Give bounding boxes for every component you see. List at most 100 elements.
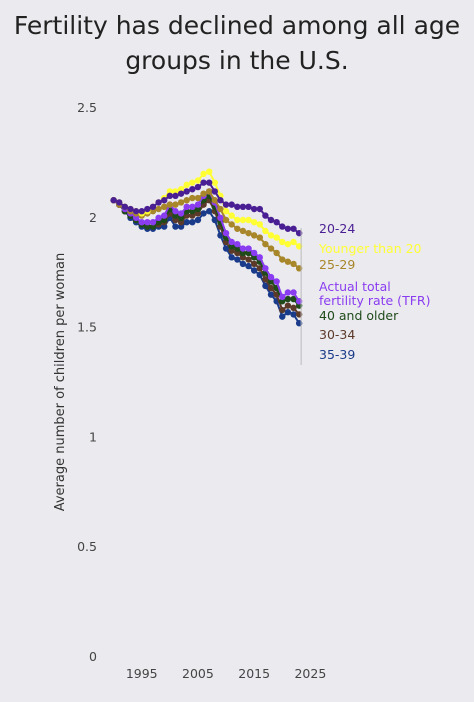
data-point bbox=[262, 227, 269, 235]
data-point bbox=[228, 212, 235, 219]
data-point bbox=[161, 223, 168, 230]
y-tick-label: 0.5 bbox=[77, 539, 97, 554]
data-point bbox=[205, 188, 213, 195]
data-point bbox=[217, 197, 224, 204]
series-label: 40 and older bbox=[319, 308, 399, 323]
data-point bbox=[132, 214, 140, 221]
data-point bbox=[177, 223, 185, 230]
data-point bbox=[250, 254, 258, 261]
data-point bbox=[161, 197, 168, 204]
series-lines bbox=[110, 168, 303, 327]
series-label-cont: fertility rate (TFR) bbox=[319, 293, 430, 308]
data-point bbox=[245, 249, 252, 257]
data-point bbox=[194, 216, 202, 224]
data-point bbox=[177, 199, 185, 206]
data-point bbox=[239, 227, 247, 235]
series-20-24 bbox=[110, 179, 303, 237]
data-point bbox=[183, 218, 190, 226]
y-tick-label: 0 bbox=[89, 649, 97, 664]
data-point bbox=[256, 221, 263, 228]
data-point bbox=[172, 208, 179, 215]
data-point bbox=[172, 192, 179, 200]
data-point bbox=[279, 306, 286, 314]
data-point bbox=[284, 289, 292, 296]
data-point bbox=[267, 284, 275, 292]
data-point bbox=[155, 199, 162, 206]
data-point bbox=[262, 282, 269, 290]
data-point bbox=[267, 232, 275, 239]
data-point bbox=[189, 179, 196, 186]
data-point bbox=[228, 238, 235, 246]
data-point bbox=[239, 203, 247, 211]
data-point bbox=[290, 304, 297, 312]
data-point bbox=[267, 216, 275, 224]
data-point bbox=[189, 186, 196, 193]
data-point bbox=[110, 197, 117, 204]
data-point bbox=[245, 216, 252, 224]
data-point bbox=[194, 205, 202, 213]
data-point bbox=[245, 256, 252, 263]
data-point bbox=[200, 210, 207, 217]
series-label: 30-34 bbox=[319, 327, 355, 342]
series-label: 20-24 bbox=[319, 221, 355, 236]
data-point bbox=[205, 179, 213, 186]
data-point bbox=[211, 188, 219, 195]
y-tick-label: 1 bbox=[89, 429, 97, 444]
series-label: 25-29 bbox=[319, 257, 355, 272]
data-point bbox=[177, 210, 185, 217]
chart-title: Fertility has declined among all age gro… bbox=[13, 11, 461, 75]
data-point bbox=[172, 212, 179, 219]
data-point bbox=[250, 260, 258, 268]
data-point bbox=[166, 192, 174, 200]
data-point bbox=[228, 221, 235, 228]
y-tick-label: 1.5 bbox=[77, 320, 97, 335]
data-point bbox=[222, 216, 230, 224]
data-point bbox=[189, 218, 196, 226]
data-point bbox=[194, 183, 202, 191]
data-point bbox=[138, 218, 145, 226]
data-point bbox=[262, 265, 269, 272]
data-point bbox=[273, 218, 280, 226]
data-point bbox=[279, 238, 286, 246]
data-point bbox=[144, 205, 151, 213]
data-point bbox=[189, 194, 196, 202]
data-point bbox=[262, 276, 269, 283]
data-point bbox=[290, 289, 297, 296]
data-point bbox=[250, 267, 258, 274]
data-point bbox=[262, 240, 269, 248]
data-point bbox=[256, 234, 263, 241]
data-point bbox=[250, 218, 258, 226]
data-point bbox=[239, 260, 247, 268]
y-axis-label: Average number of children per woman bbox=[53, 253, 68, 512]
series-label: 35-39 bbox=[319, 347, 355, 362]
x-tick-label: 1995 bbox=[126, 666, 158, 681]
data-point bbox=[256, 254, 263, 261]
data-point bbox=[290, 295, 297, 303]
data-point bbox=[161, 212, 168, 219]
data-point bbox=[200, 190, 207, 197]
data-point bbox=[284, 309, 292, 316]
data-point bbox=[267, 291, 275, 298]
data-point bbox=[245, 229, 252, 237]
series-label: Younger than 20 bbox=[318, 241, 422, 256]
data-point bbox=[211, 179, 219, 186]
series-label: Actual total bbox=[319, 279, 391, 294]
data-point bbox=[217, 205, 224, 213]
data-point bbox=[177, 190, 185, 197]
data-point bbox=[155, 205, 162, 213]
data-point bbox=[267, 245, 275, 252]
data-point bbox=[127, 205, 134, 213]
y-ticks: 0 0.5 1 1.5 2 2.5 bbox=[77, 100, 97, 664]
data-point bbox=[189, 212, 196, 219]
series-labels: 20-24 Younger than 2025-29 Actual totalfer… bbox=[300, 221, 430, 365]
data-point bbox=[284, 295, 292, 303]
y-tick-label: 2 bbox=[89, 210, 97, 225]
data-point bbox=[222, 229, 230, 237]
data-point bbox=[284, 302, 292, 309]
data-point bbox=[290, 238, 297, 246]
data-point bbox=[279, 256, 286, 263]
data-point bbox=[183, 203, 190, 211]
data-point bbox=[172, 188, 179, 195]
data-point bbox=[279, 293, 286, 301]
data-point bbox=[279, 313, 286, 320]
